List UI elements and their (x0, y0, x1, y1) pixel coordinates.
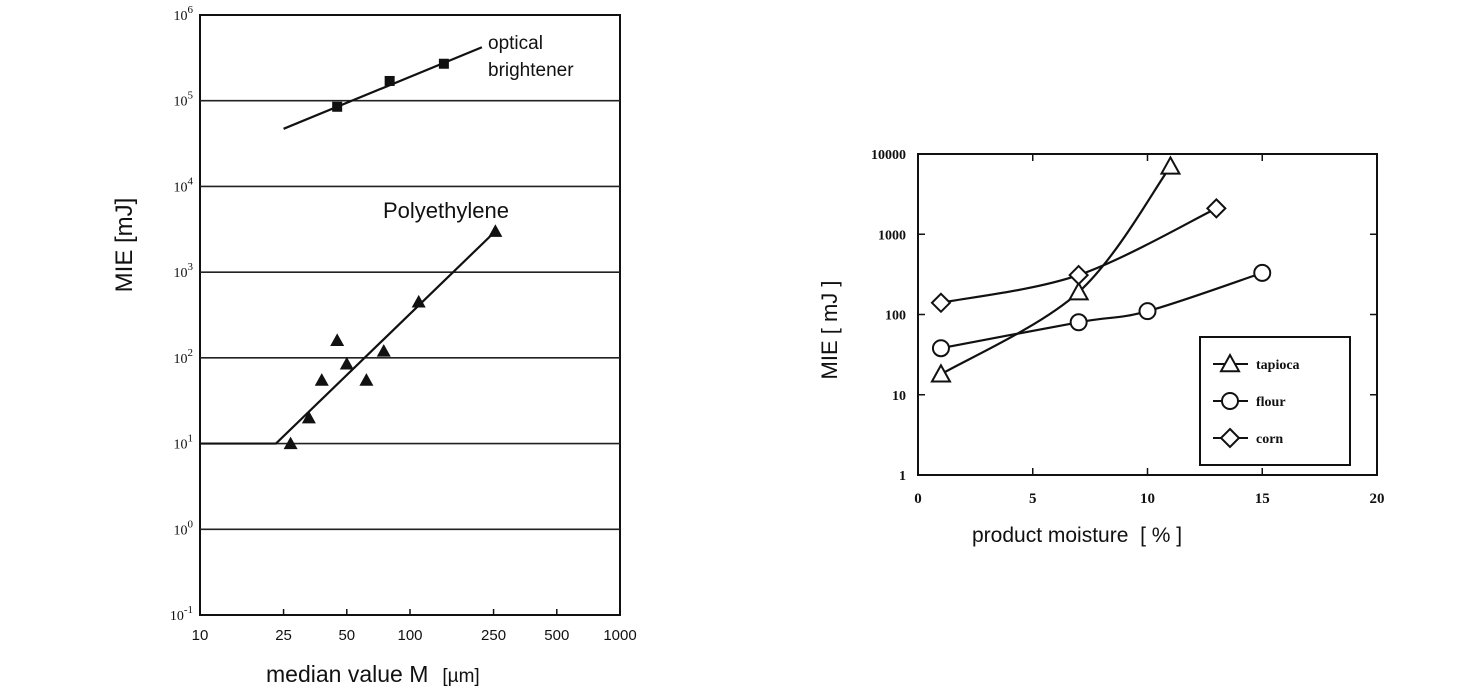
legend-label-corn: corn (1256, 432, 1283, 447)
y-tick-exponent: 3 (188, 261, 194, 273)
right-ticks: 1 10 100 1000 10000 0 5 10 15 20 (871, 148, 1385, 507)
y-tick-base: 10 (174, 95, 188, 110)
left-x-ticks: 10 25 50 100 250 500 1000 (192, 609, 637, 644)
legend-marker-flour (1221, 392, 1239, 410)
left-y-tick-label: 102 (174, 347, 194, 367)
legend-box (1199, 336, 1351, 466)
y-tick-base: 10 (174, 523, 188, 538)
left-y-tick-label: 106 (174, 4, 194, 24)
point-flour (1069, 313, 1088, 332)
left-point-triangle (283, 436, 298, 450)
right-x-tick-label: 0 (914, 491, 922, 507)
y-tick-exponent: 0 (188, 518, 194, 530)
left-x-tick-label: 50 (338, 627, 355, 644)
left-point-triangle (376, 344, 391, 357)
left-point-triangle (301, 410, 316, 424)
right-y-axis-label: MIE [ mJ ] (817, 281, 842, 380)
point-flour (931, 339, 950, 358)
point-tapioca (1067, 281, 1090, 301)
left-y-tick-label: 105 (174, 90, 194, 110)
left-x-axis-unit: [µm] (442, 666, 479, 687)
left-y-tick-label: 101 (174, 433, 194, 453)
y-tick-base: 10 (174, 266, 188, 281)
left-fit-line (200, 230, 497, 445)
point-flour (1138, 302, 1157, 321)
left-point-triangle (411, 294, 426, 308)
left-point-triangle (314, 373, 329, 386)
right-series (930, 155, 1272, 383)
right-y-tick-label: 100 (885, 309, 906, 324)
point-corn (1068, 264, 1090, 286)
right-chart: 1 10 100 1000 10000 0 5 10 15 20 MIE [ mJ ] produ… (817, 148, 1385, 547)
left-point-triangle (330, 333, 345, 346)
y-tick-base: 10 (174, 9, 188, 24)
left-x-tick-label: 250 (481, 627, 506, 644)
right-y-tick-label: 1000 (878, 228, 906, 243)
y-tick-exponent: 1 (188, 433, 194, 445)
right-x-tick-label: 10 (1140, 491, 1155, 507)
y-tick-exponent: 5 (188, 90, 194, 102)
left-x-tick-label: 100 (397, 627, 422, 644)
point-corn (930, 292, 952, 314)
point-corn (1205, 197, 1227, 219)
point-tapioca (1159, 155, 1182, 175)
left-x-tick-label: 500 (544, 627, 569, 644)
legend-marker-tapioca (1219, 352, 1241, 373)
left-point-triangle (339, 356, 354, 370)
legend: tapioca flour corn (1199, 336, 1351, 466)
left-fit-line (283, 46, 483, 130)
y-tick-base: 10 (174, 180, 188, 195)
right-x-tick-label: 5 (1029, 491, 1037, 507)
right-x-axis-label: product moisture [ % ] (972, 524, 1182, 547)
left-y-tick-label: 104 (174, 175, 194, 195)
left-point-square (438, 58, 449, 69)
left-point-triangle (359, 373, 374, 386)
series-line-flour (940, 271, 1263, 350)
y-tick-exponent: 4 (188, 175, 194, 187)
y-tick-base: 10 (174, 352, 188, 367)
left-point-square (332, 101, 343, 112)
left-point-triangle (488, 224, 503, 237)
left-x-tick-label: 10 (192, 627, 209, 644)
point-flour (1253, 263, 1272, 282)
right-x-tick-label: 20 (1370, 491, 1385, 507)
series-label-line-2: brightener (488, 60, 574, 81)
right-x-tick-label: 15 (1255, 491, 1270, 507)
y-tick-exponent: 2 (188, 347, 194, 359)
left-y-axis-label: MIE [mJ] (111, 198, 138, 293)
left-x-tick-label: 1000 (603, 627, 636, 644)
point-tapioca (930, 363, 952, 383)
left-x-axis-label: median value M [µm] (266, 661, 480, 687)
left-y-tick-label: 100 (174, 518, 194, 538)
right-y-tick-label: 1 (899, 469, 906, 484)
series-label-polyethylene: Polyethylene (383, 198, 509, 223)
left-x-axis-label-main: median value M (266, 661, 428, 687)
left-y-tick-label: 103 (174, 261, 194, 281)
series-label-optical-brightener: optical brightener (488, 33, 574, 81)
legend-marker-corn (1219, 427, 1241, 449)
right-y-tick-label: 10000 (871, 148, 906, 163)
legend-label-tapioca: tapioca (1256, 358, 1300, 373)
series-label-line-1: optical (488, 33, 543, 54)
y-tick-base: 10 (170, 609, 184, 624)
legend-label-flour: flour (1256, 395, 1286, 410)
left-x-tick-label: 25 (275, 627, 292, 644)
right-y-tick-label: 10 (892, 389, 906, 404)
left-point-square (384, 75, 395, 86)
series-line-tapioca (940, 165, 1172, 376)
y-tick-base: 10 (174, 438, 188, 453)
left-series (200, 46, 503, 450)
y-tick-exponent: 6 (188, 4, 194, 16)
left-y-tick-label: 10-1 (170, 604, 193, 624)
y-tick-exponent: -1 (184, 604, 193, 616)
